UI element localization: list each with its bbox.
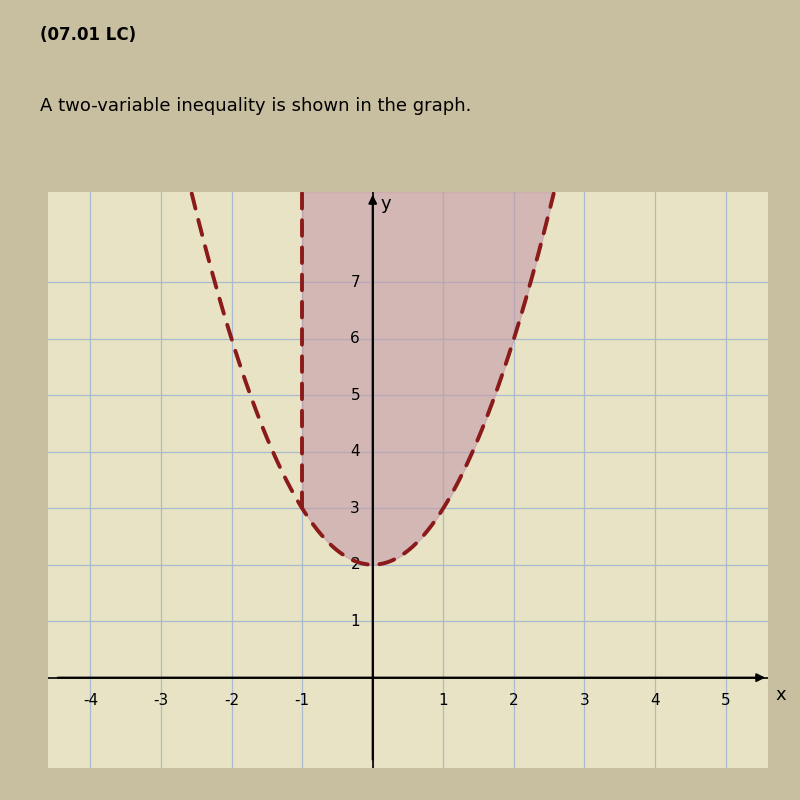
Text: 4: 4 [650,694,660,709]
Text: x: x [775,686,786,703]
Text: 3: 3 [350,501,360,516]
Text: 5: 5 [721,694,730,709]
Text: 5: 5 [350,388,360,402]
Text: 7: 7 [350,275,360,290]
Text: 1: 1 [438,694,448,709]
Text: -3: -3 [154,694,169,709]
Text: A two-variable inequality is shown in the graph.: A two-variable inequality is shown in th… [40,97,471,114]
Text: -1: -1 [294,694,310,709]
Text: 2: 2 [350,558,360,572]
Text: 4: 4 [350,444,360,459]
Text: (07.01 LC): (07.01 LC) [40,26,136,44]
Text: -4: -4 [82,694,98,709]
Text: 1: 1 [350,614,360,629]
Text: 2: 2 [509,694,518,709]
Text: 6: 6 [350,331,360,346]
Text: -2: -2 [224,694,239,709]
Text: 3: 3 [579,694,590,709]
Text: y: y [380,195,390,213]
